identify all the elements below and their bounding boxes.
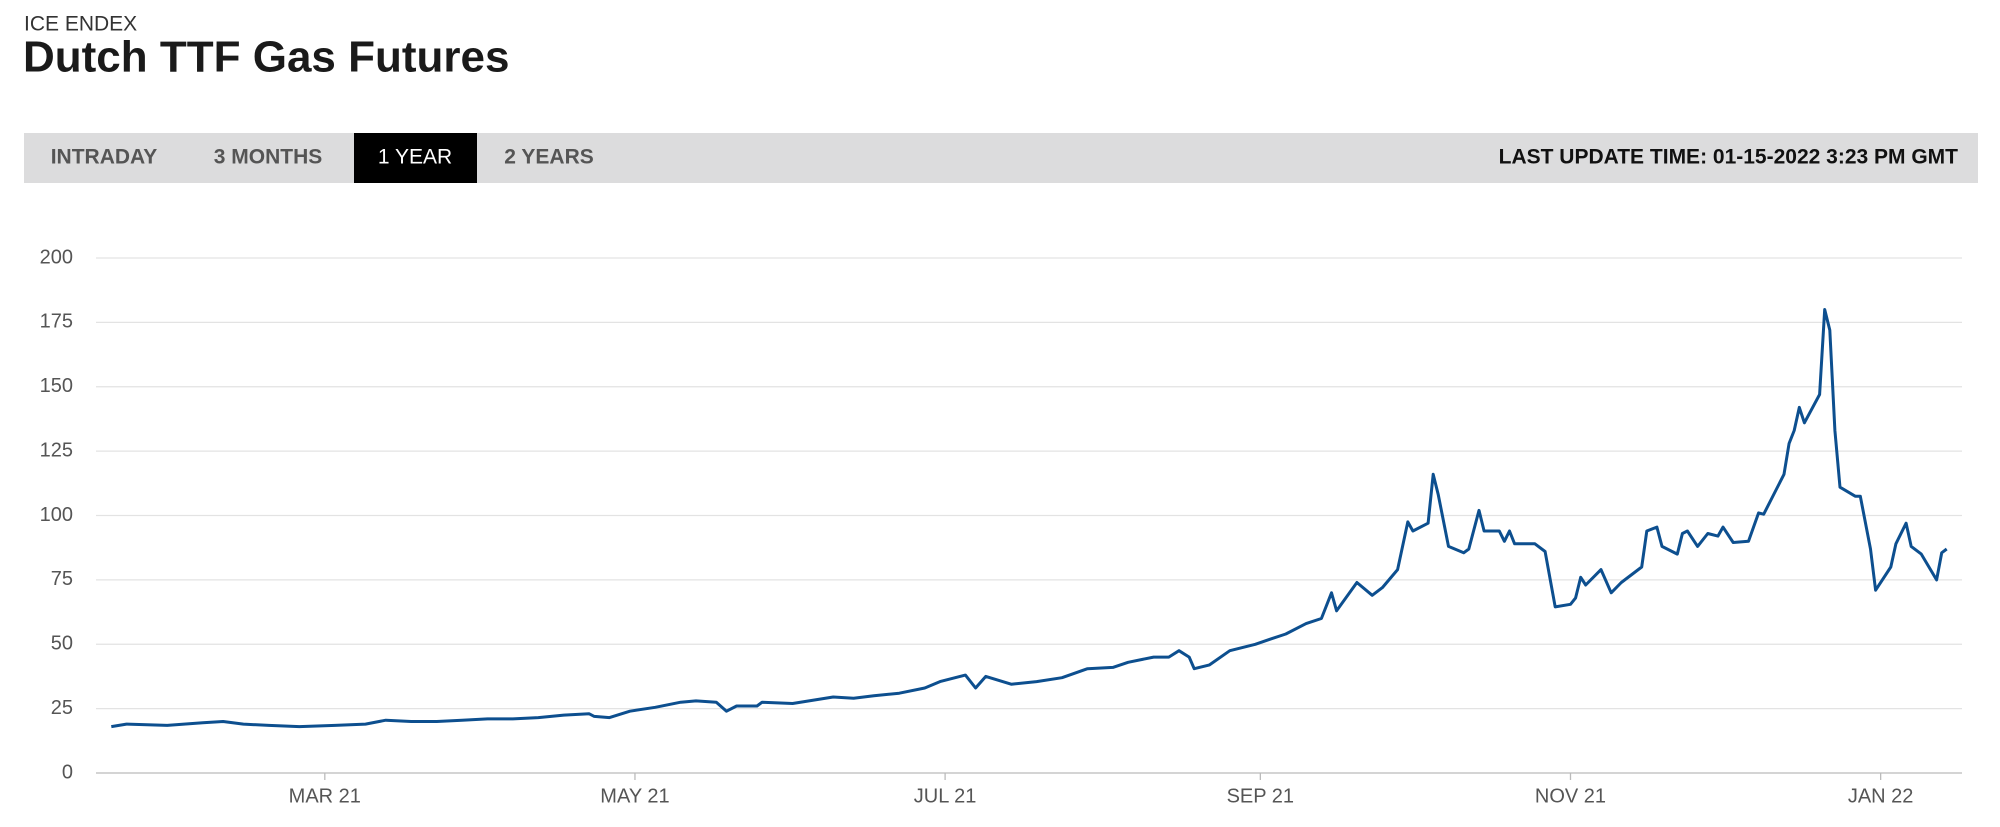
tab[interactable]: 2 YEARS [504, 146, 594, 169]
x-tick-label: SEP 21 [1227, 785, 1294, 807]
y-tick-label: 200 [40, 246, 73, 268]
chart: 0 25 50 75 100 125 150 175 200 MAR 21 MAY 21 JUL 21… [40, 246, 1962, 807]
y-tick-label: 50 [51, 633, 73, 655]
y-tick-label: 75 [51, 568, 73, 590]
x-tick-label: MAR 21 [289, 785, 361, 807]
page-title: Dutch TTF Gas Futures [23, 33, 509, 82]
price-line [111, 308, 1948, 729]
x-tick-label: NOV 21 [1535, 785, 1606, 807]
y-tick-label: 0 [62, 761, 73, 783]
x-tick-label: JUL 21 [914, 785, 977, 807]
y-tick-label: 25 [51, 697, 73, 719]
y-tick-label: 175 [40, 311, 73, 333]
tab-bar [24, 133, 1978, 183]
tab[interactable]: INTRADAY [51, 146, 158, 169]
active-tab-bg [354, 133, 477, 183]
x-tick-label: JAN 22 [1848, 785, 1914, 807]
y-tick-label: 125 [40, 439, 73, 461]
x-tick-label: MAY 21 [600, 785, 669, 807]
tab-active[interactable]: 1 YEAR [378, 146, 452, 169]
y-tick-label: 100 [40, 504, 73, 526]
y-tick-label: 150 [40, 375, 73, 397]
tab[interactable]: 3 MONTHS [214, 146, 323, 169]
last-update: LAST UPDATE TIME: 01-15-2022 3:23 PM GMT [1499, 146, 1959, 169]
source-label: ICE ENDEX [24, 13, 137, 36]
